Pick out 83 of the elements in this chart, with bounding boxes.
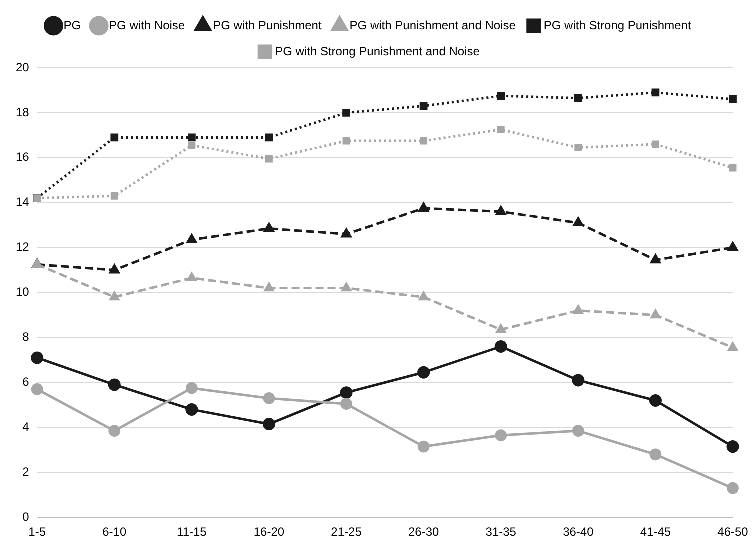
point	[31, 352, 44, 364]
point	[266, 155, 273, 163]
point	[650, 310, 661, 319]
x-tick-label: 6-10	[102, 525, 127, 540]
x-tick-label: 21-25	[331, 525, 362, 540]
x-tick-label: 46-50	[718, 525, 749, 540]
point	[263, 392, 276, 404]
x-tick-label: 11-15	[177, 525, 208, 540]
x-tick-label: 16-20	[254, 525, 285, 540]
point	[649, 394, 662, 407]
point	[650, 448, 662, 461]
y-tick-label: 20	[16, 60, 30, 74]
point	[264, 282, 274, 292]
y-tick-label: 10	[16, 285, 30, 300]
point	[650, 254, 661, 264]
legend-label: PG with Strong Punishment and Noise	[275, 44, 480, 58]
point	[340, 386, 353, 400]
point	[342, 137, 350, 145]
y-tick-label: 12	[16, 240, 30, 254]
y-tick-label: 18	[16, 105, 30, 120]
point	[262, 418, 276, 431]
point	[188, 142, 196, 150]
y-tick-label: 6	[22, 375, 30, 390]
point	[186, 234, 197, 244]
point	[340, 398, 352, 410]
point	[264, 223, 274, 232]
point	[652, 140, 660, 148]
point	[573, 217, 584, 227]
point	[420, 102, 428, 110]
y-tick-label: 16	[16, 150, 30, 164]
point	[187, 272, 197, 282]
legend-label: PG with Punishment and Noise	[350, 18, 516, 32]
point	[497, 92, 506, 100]
x-tick-label: 1-5	[28, 525, 46, 540]
point	[418, 366, 430, 379]
point	[729, 164, 737, 172]
y-tick-label: 4	[22, 420, 30, 434]
point	[572, 425, 584, 437]
point	[342, 109, 350, 117]
point	[341, 228, 352, 238]
point	[496, 206, 506, 216]
y-tick-label: 2	[22, 464, 30, 479]
point	[728, 242, 738, 252]
point	[108, 378, 121, 392]
point	[186, 403, 198, 416]
point	[574, 144, 582, 152]
point	[574, 94, 582, 102]
x-tick-label: 31-35	[486, 525, 517, 540]
legend-label: PG with Strong Punishment	[544, 18, 692, 32]
point	[495, 430, 508, 442]
y-tick-label: 0	[22, 510, 30, 524]
point	[729, 96, 737, 104]
point	[418, 440, 430, 453]
point	[652, 88, 660, 97]
legend-label: PG with Noise	[109, 18, 186, 32]
point	[110, 192, 118, 200]
point	[108, 425, 121, 437]
point	[420, 137, 428, 145]
legend-label: PG with Punishment	[213, 18, 322, 32]
point	[186, 382, 198, 394]
point	[728, 342, 738, 352]
point	[727, 482, 739, 494]
x-tick-label: 36-40	[563, 525, 594, 540]
point	[419, 292, 429, 301]
point	[265, 134, 274, 142]
point	[110, 134, 119, 142]
y-tick-label: 14	[16, 195, 30, 210]
point	[726, 440, 740, 454]
legend-label: PG	[64, 18, 82, 32]
point	[572, 374, 585, 387]
point	[31, 384, 44, 396]
point	[110, 292, 120, 301]
point	[497, 126, 505, 134]
point	[574, 305, 584, 314]
point	[418, 202, 429, 212]
point	[110, 264, 120, 274]
x-tick-label: 26-30	[408, 525, 440, 540]
point	[342, 282, 352, 292]
x-tick-label: 41-45	[640, 525, 672, 540]
point	[188, 134, 196, 142]
point	[494, 340, 508, 353]
point	[496, 324, 506, 334]
y-tick-label: 8	[22, 330, 30, 344]
